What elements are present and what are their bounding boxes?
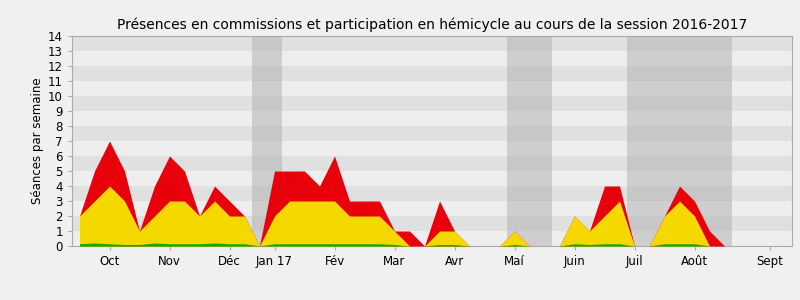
Bar: [530, 36, 552, 246]
Bar: [252, 36, 282, 246]
Bar: [72, 201, 792, 216]
Bar: [72, 81, 792, 96]
Bar: [72, 231, 792, 246]
Bar: [72, 216, 792, 231]
Bar: [72, 51, 792, 66]
Bar: [72, 186, 792, 201]
Bar: [72, 156, 792, 171]
Bar: [72, 66, 792, 81]
Bar: [72, 141, 792, 156]
Bar: [72, 126, 792, 141]
Title: Présences en commissions et participation en hémicycle au cours de la session 20: Présences en commissions et participatio…: [117, 18, 747, 32]
Bar: [627, 36, 732, 246]
Bar: [72, 111, 792, 126]
Bar: [72, 96, 792, 111]
Bar: [72, 36, 792, 51]
Bar: [72, 171, 792, 186]
Bar: [507, 36, 530, 246]
Y-axis label: Séances par semaine: Séances par semaine: [31, 78, 44, 204]
